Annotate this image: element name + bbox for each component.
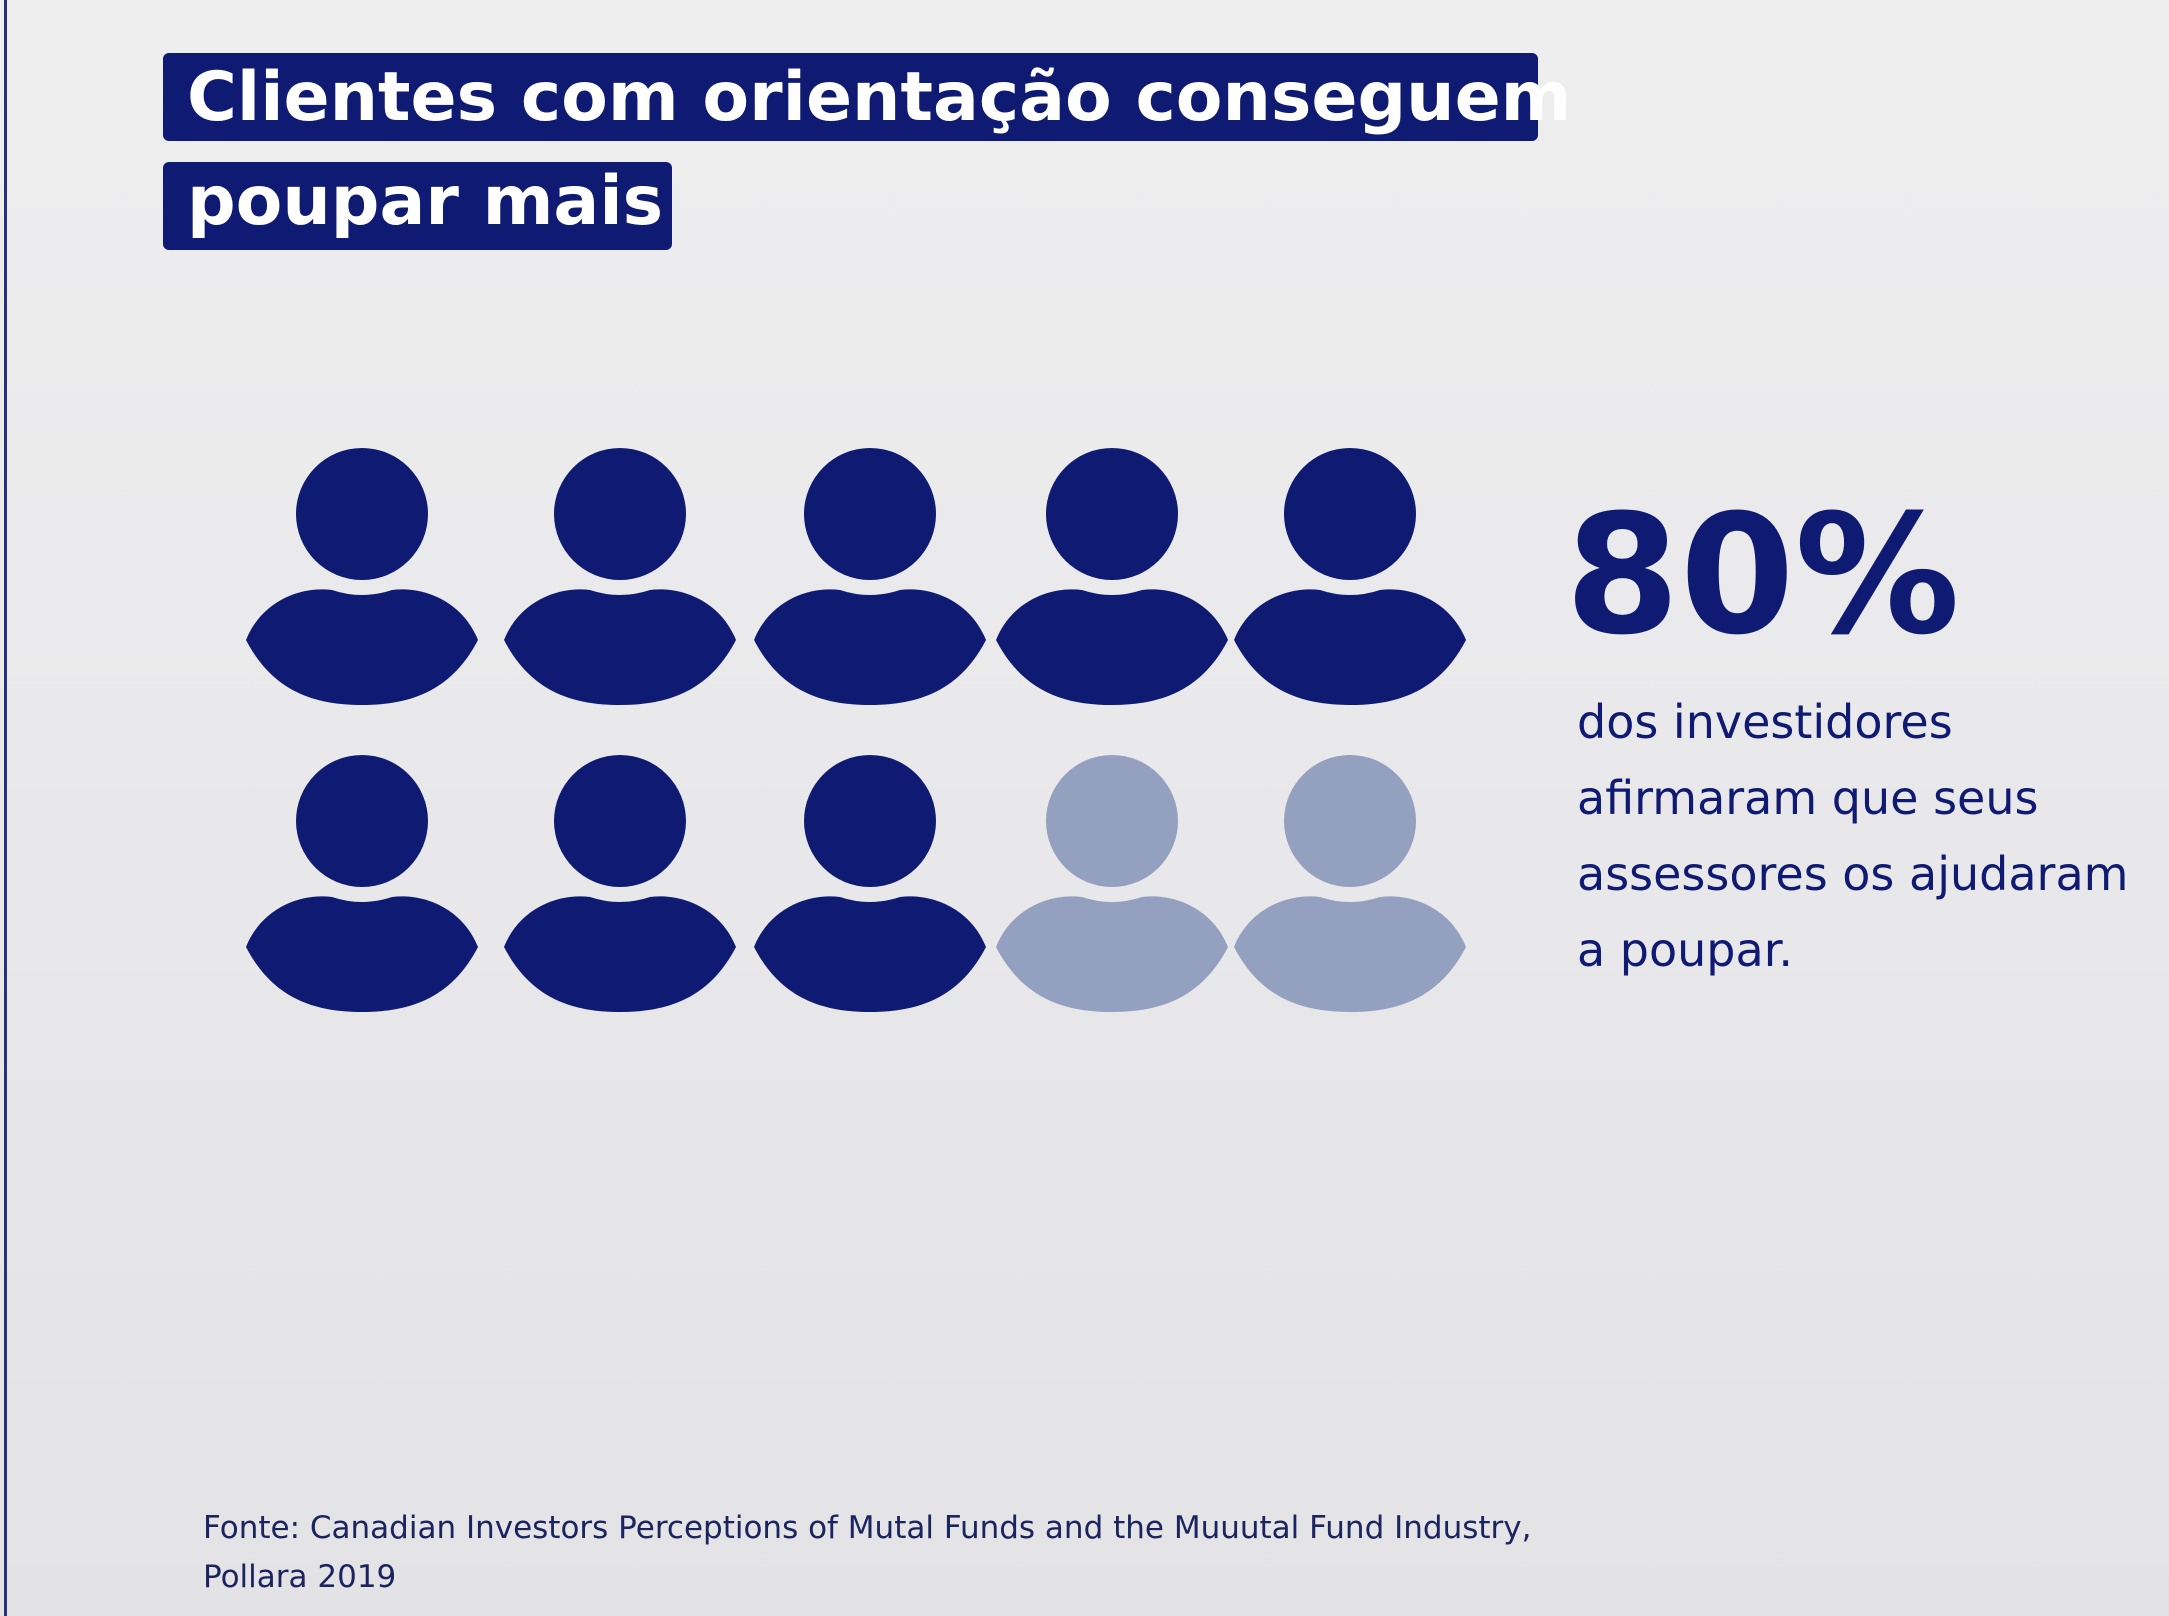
person-icon bbox=[754, 755, 986, 1012]
person-icon bbox=[504, 448, 736, 705]
pictogram bbox=[246, 448, 1466, 1012]
empty-icons bbox=[996, 755, 1466, 1012]
person-icon bbox=[754, 448, 986, 705]
title-box bbox=[163, 53, 1538, 141]
person-icon bbox=[246, 448, 478, 705]
source: Pollara 2019 bbox=[203, 1559, 396, 1595]
annotation: assessores os ajudaram bbox=[1577, 847, 2128, 901]
icon-head bbox=[804, 448, 936, 580]
person-icon bbox=[996, 755, 1228, 1012]
edge-line bbox=[4, 0, 7, 1616]
icon-head bbox=[1284, 448, 1416, 580]
icon-body bbox=[1234, 896, 1466, 1012]
title-box bbox=[163, 162, 672, 250]
value-label: 80% bbox=[1565, 479, 1960, 671]
icon-body bbox=[996, 589, 1228, 705]
person-icon bbox=[996, 448, 1228, 705]
annotation: a poupar. bbox=[1577, 923, 1793, 977]
person-icon bbox=[1234, 755, 1466, 1012]
person-icon bbox=[1234, 448, 1466, 705]
icon-body bbox=[1234, 589, 1466, 705]
chart-title: poupar mais bbox=[187, 162, 663, 241]
icon-head bbox=[296, 448, 428, 580]
icon-body bbox=[996, 896, 1228, 1012]
icon-body bbox=[504, 896, 736, 1012]
source: Fonte: Canadian Investors Perceptions of… bbox=[203, 1510, 1531, 1546]
icon-body bbox=[754, 589, 986, 705]
person-icon bbox=[246, 755, 478, 1012]
icon-head bbox=[1046, 448, 1178, 580]
icon-body bbox=[754, 896, 986, 1012]
annotation: afirmaram que seus bbox=[1577, 771, 2038, 825]
icon-body bbox=[504, 589, 736, 705]
icon-head bbox=[554, 755, 686, 887]
chart-title: Clientes com orientação conseguem bbox=[187, 58, 1572, 137]
person-icon bbox=[504, 755, 736, 1012]
icon-head bbox=[296, 755, 428, 887]
icon-head bbox=[554, 448, 686, 580]
annotation: dos investidores bbox=[1577, 695, 1953, 749]
icon-head bbox=[1046, 755, 1178, 887]
icon-body bbox=[246, 589, 478, 705]
icon-head bbox=[804, 755, 936, 887]
filled-icons bbox=[246, 448, 1466, 1012]
icon-head bbox=[1284, 755, 1416, 887]
icon-body bbox=[246, 896, 478, 1012]
